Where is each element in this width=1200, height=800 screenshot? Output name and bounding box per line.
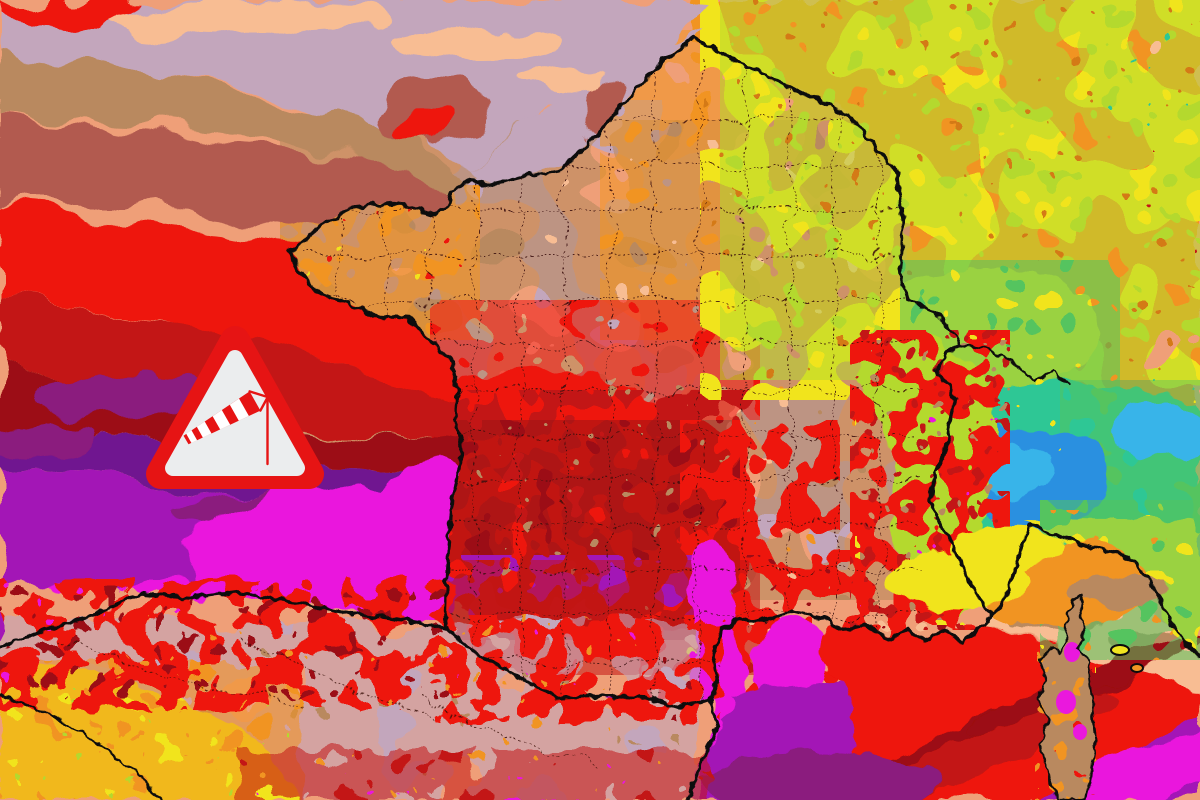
france-atlantic-coastline — [288, 36, 695, 630]
spain-inner-lines — [59, 639, 601, 771]
windsock-stripe — [212, 410, 231, 430]
wind-warning-sign — [146, 326, 324, 489]
pyrenees-border — [445, 626, 712, 709]
windsock-stripe — [196, 421, 212, 438]
small-island — [1130, 663, 1144, 673]
rhine-border — [895, 170, 910, 302]
spain-zone — [0, 580, 720, 800]
windsock-stripe — [229, 398, 249, 421]
windsock-rigging — [248, 390, 269, 412]
france-italy-border — [928, 398, 994, 620]
windsock-stripe — [186, 430, 198, 443]
italy-coastline — [990, 522, 1200, 658]
windsock-icon — [183, 390, 269, 466]
department-borders — [300, 60, 920, 707]
france-med-coastline — [708, 610, 994, 702]
liguria-coast — [890, 525, 1170, 630]
small-island — [1110, 644, 1130, 656]
spain-north-coastline — [0, 590, 449, 650]
spain-med-coastline — [686, 698, 719, 800]
spain-inner-border — [0, 693, 164, 800]
corsica-island — [1035, 594, 1144, 800]
swiss-italy-border — [958, 343, 1072, 387]
